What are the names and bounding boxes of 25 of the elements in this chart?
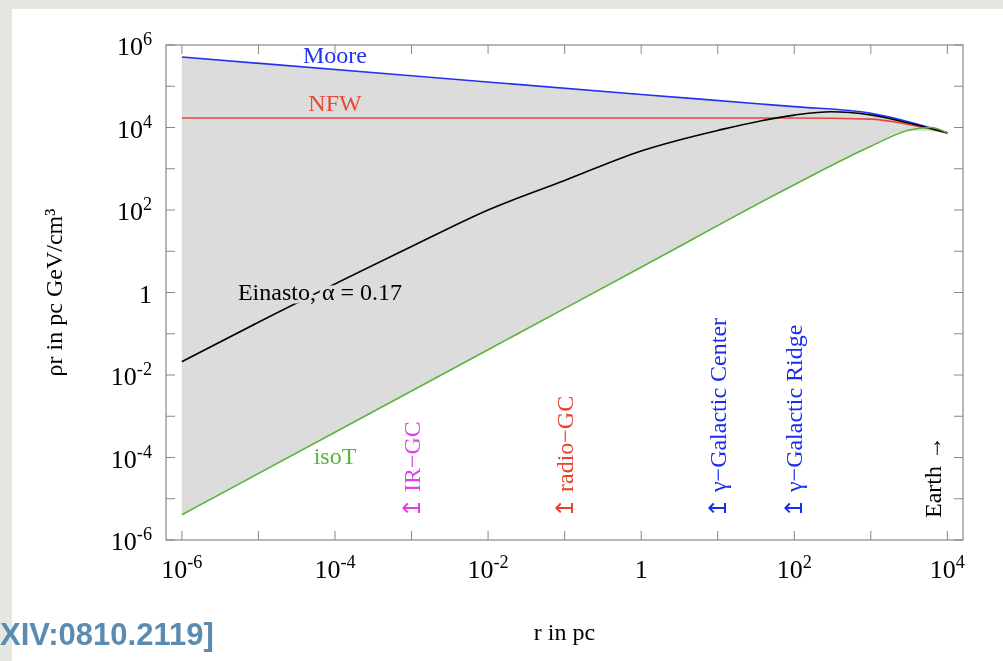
x-tick-label: 10$^{4}$ [929,552,965,584]
x-tick-label: 10$^{2}$ [776,552,812,584]
y-tick-label: 10$^{2}$ [116,194,152,226]
y-tick-label: 10$^{4}$ [116,111,152,144]
annotation: ↥ radio−GC [552,395,578,518]
series-label: isoT [313,443,357,470]
y-tick-label: 10$^{-2}$ [110,359,152,391]
y-tick-label: 1 [139,279,152,309]
y-tick-label: 10$^{-6}$ [110,524,152,556]
series-label: NFW [308,89,363,116]
annotation: ↥ γ−Galactic Ridge [781,324,807,518]
y-tick-label: 10$^{6}$ [116,29,152,61]
x-axis-title: r in pc [533,619,596,645]
x-tick-label: 10$^{-6}$ [161,552,203,584]
series-label: Moore [303,41,367,68]
x-tick-label: 10$^{-4}$ [314,552,356,584]
x-tick-label: 1 [634,555,648,584]
y-tick-label: 10$^{-4}$ [110,441,152,474]
text: XIV:0810.2119] [0,617,214,652]
x-tick-label: 10$^{-2}$ [467,552,509,584]
series-label: Einasto, α = 0.17 [237,278,403,305]
annotation: ↥ γ−Galactic Center [705,317,731,518]
annotation: Earth → [920,436,946,518]
annotation: ↥ IR−GC [399,421,425,518]
y-axis-title: ρr in pc GeV/cm³ [41,208,67,377]
